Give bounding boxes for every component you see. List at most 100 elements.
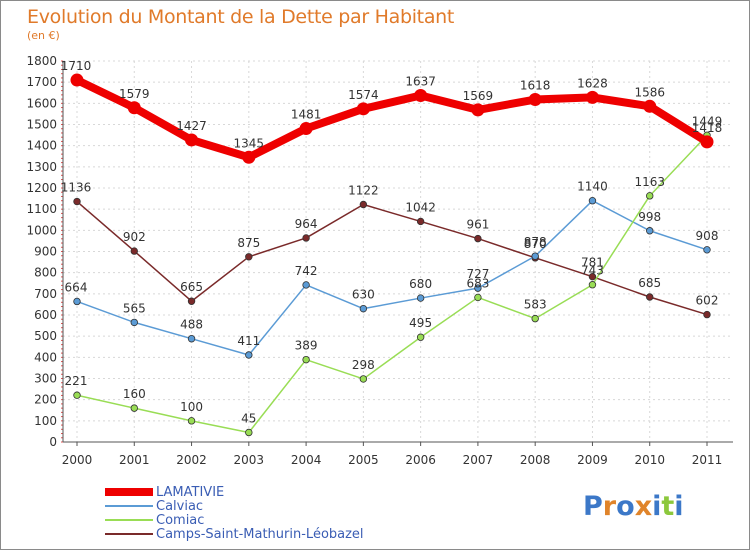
data-label: 565 [123, 301, 146, 315]
y-tick-label: 1400 [26, 139, 57, 153]
data-point [130, 247, 138, 255]
data-label: 1618 [520, 79, 551, 93]
data-point [471, 103, 485, 117]
data-point [703, 310, 711, 319]
data-point [700, 135, 714, 149]
legend-swatch [105, 519, 153, 521]
y-tick-label: 1200 [26, 181, 57, 195]
data-point [531, 252, 539, 260]
logo-letter: t [661, 491, 675, 522]
data-point [588, 196, 597, 205]
data-point [528, 93, 542, 107]
data-label: 1418 [692, 121, 723, 135]
data-point [245, 428, 253, 437]
data-label: 583 [524, 298, 547, 312]
data-labels: 1710 1579 1427 1345 1481 1574 1637 1569 1618 1628… [61, 59, 723, 425]
y-tick-label: 1600 [26, 96, 57, 110]
logo-letter: x [634, 491, 653, 522]
legend-label: Camps-Saint-Mathurin-Léobazel [156, 526, 364, 542]
data-point [130, 318, 138, 327]
data-point [588, 272, 597, 281]
series-line [76, 199, 708, 356]
data-point [70, 73, 84, 87]
data-label: 1163 [634, 175, 665, 189]
data-label: 1569 [463, 89, 494, 103]
data-point [531, 314, 539, 323]
data-label: 878 [524, 235, 547, 249]
data-label: 1140 [577, 180, 608, 194]
data-point [646, 293, 654, 301]
x-tick-label: 2005 [348, 453, 379, 467]
x-tick-label: 2010 [634, 453, 665, 467]
legend-label: Comiac [156, 512, 205, 528]
data-point [646, 192, 654, 200]
legend-item-lamativie: LAMATIVIE [105, 484, 364, 500]
data-point [416, 294, 425, 302]
data-label: 298 [352, 358, 375, 372]
data-point [187, 335, 196, 343]
y-tick-label: 400 [34, 350, 57, 364]
legend-label: LAMATIVIE [156, 484, 225, 500]
data-point [127, 101, 141, 115]
chart-subtitle: (en €) [27, 29, 60, 42]
logo-letter: r [602, 491, 617, 522]
legend-item-camps: Camps-Saint-Mathurin-Léobazel [105, 526, 364, 542]
data-point [356, 102, 370, 116]
data-point [643, 99, 657, 113]
data-point [73, 391, 81, 399]
data-label: 221 [65, 374, 88, 388]
legend-swatch [105, 505, 153, 507]
data-label: 1122 [348, 184, 379, 198]
x-tick-label: 2008 [520, 453, 551, 467]
y-tick-label: 900 [34, 245, 57, 259]
series-line [73, 76, 711, 162]
series-line [76, 200, 708, 316]
y-tick-label: 600 [34, 308, 57, 322]
data-label: 875 [237, 236, 260, 250]
series-line [76, 134, 708, 434]
data-label: 1345 [234, 136, 265, 150]
logo-letter: o [616, 491, 635, 522]
data-label: 743 [581, 264, 604, 278]
legend-item-comiac: Comiac [105, 512, 364, 528]
data-point [302, 234, 310, 242]
data-point [73, 297, 81, 306]
data-point [187, 297, 196, 305]
data-label: 45 [241, 411, 256, 425]
data-point [299, 122, 313, 136]
data-point [414, 89, 428, 103]
logo-letter: i [674, 491, 684, 522]
legend-swatch [105, 488, 153, 496]
data-label: 727 [466, 267, 489, 281]
data-label: 160 [123, 387, 146, 401]
data-point [185, 133, 199, 147]
data-label: 1449 [692, 114, 723, 128]
data-label: 998 [638, 210, 661, 224]
logo-letter: P [583, 491, 603, 522]
data-label: 870 [524, 237, 547, 251]
data-label: 1628 [577, 76, 608, 90]
data-label: 1579 [119, 87, 150, 101]
data-label: 1586 [634, 85, 665, 99]
data-label: 961 [466, 218, 489, 232]
data-label: 664 [65, 280, 88, 294]
data-label: 100 [180, 400, 203, 414]
data-point [588, 281, 597, 289]
data-label: 1574 [348, 88, 379, 102]
data-point [302, 355, 310, 364]
y-tick-label: 1300 [26, 160, 57, 174]
y-tick-label: 1000 [26, 223, 57, 237]
data-point [302, 281, 310, 289]
x-tick-label: 2007 [463, 453, 494, 467]
data-point [73, 197, 81, 206]
y-tick-label: 500 [34, 329, 57, 343]
data-label: 781 [581, 256, 604, 270]
data-label: 964 [295, 217, 318, 231]
data-point [703, 246, 711, 254]
data-point [646, 227, 654, 235]
data-label: 495 [409, 316, 432, 330]
series [70, 73, 714, 437]
data-point [359, 200, 368, 209]
legend: LAMATIVIE Calviac Comiac Camps-Saint-Mat… [105, 484, 364, 542]
